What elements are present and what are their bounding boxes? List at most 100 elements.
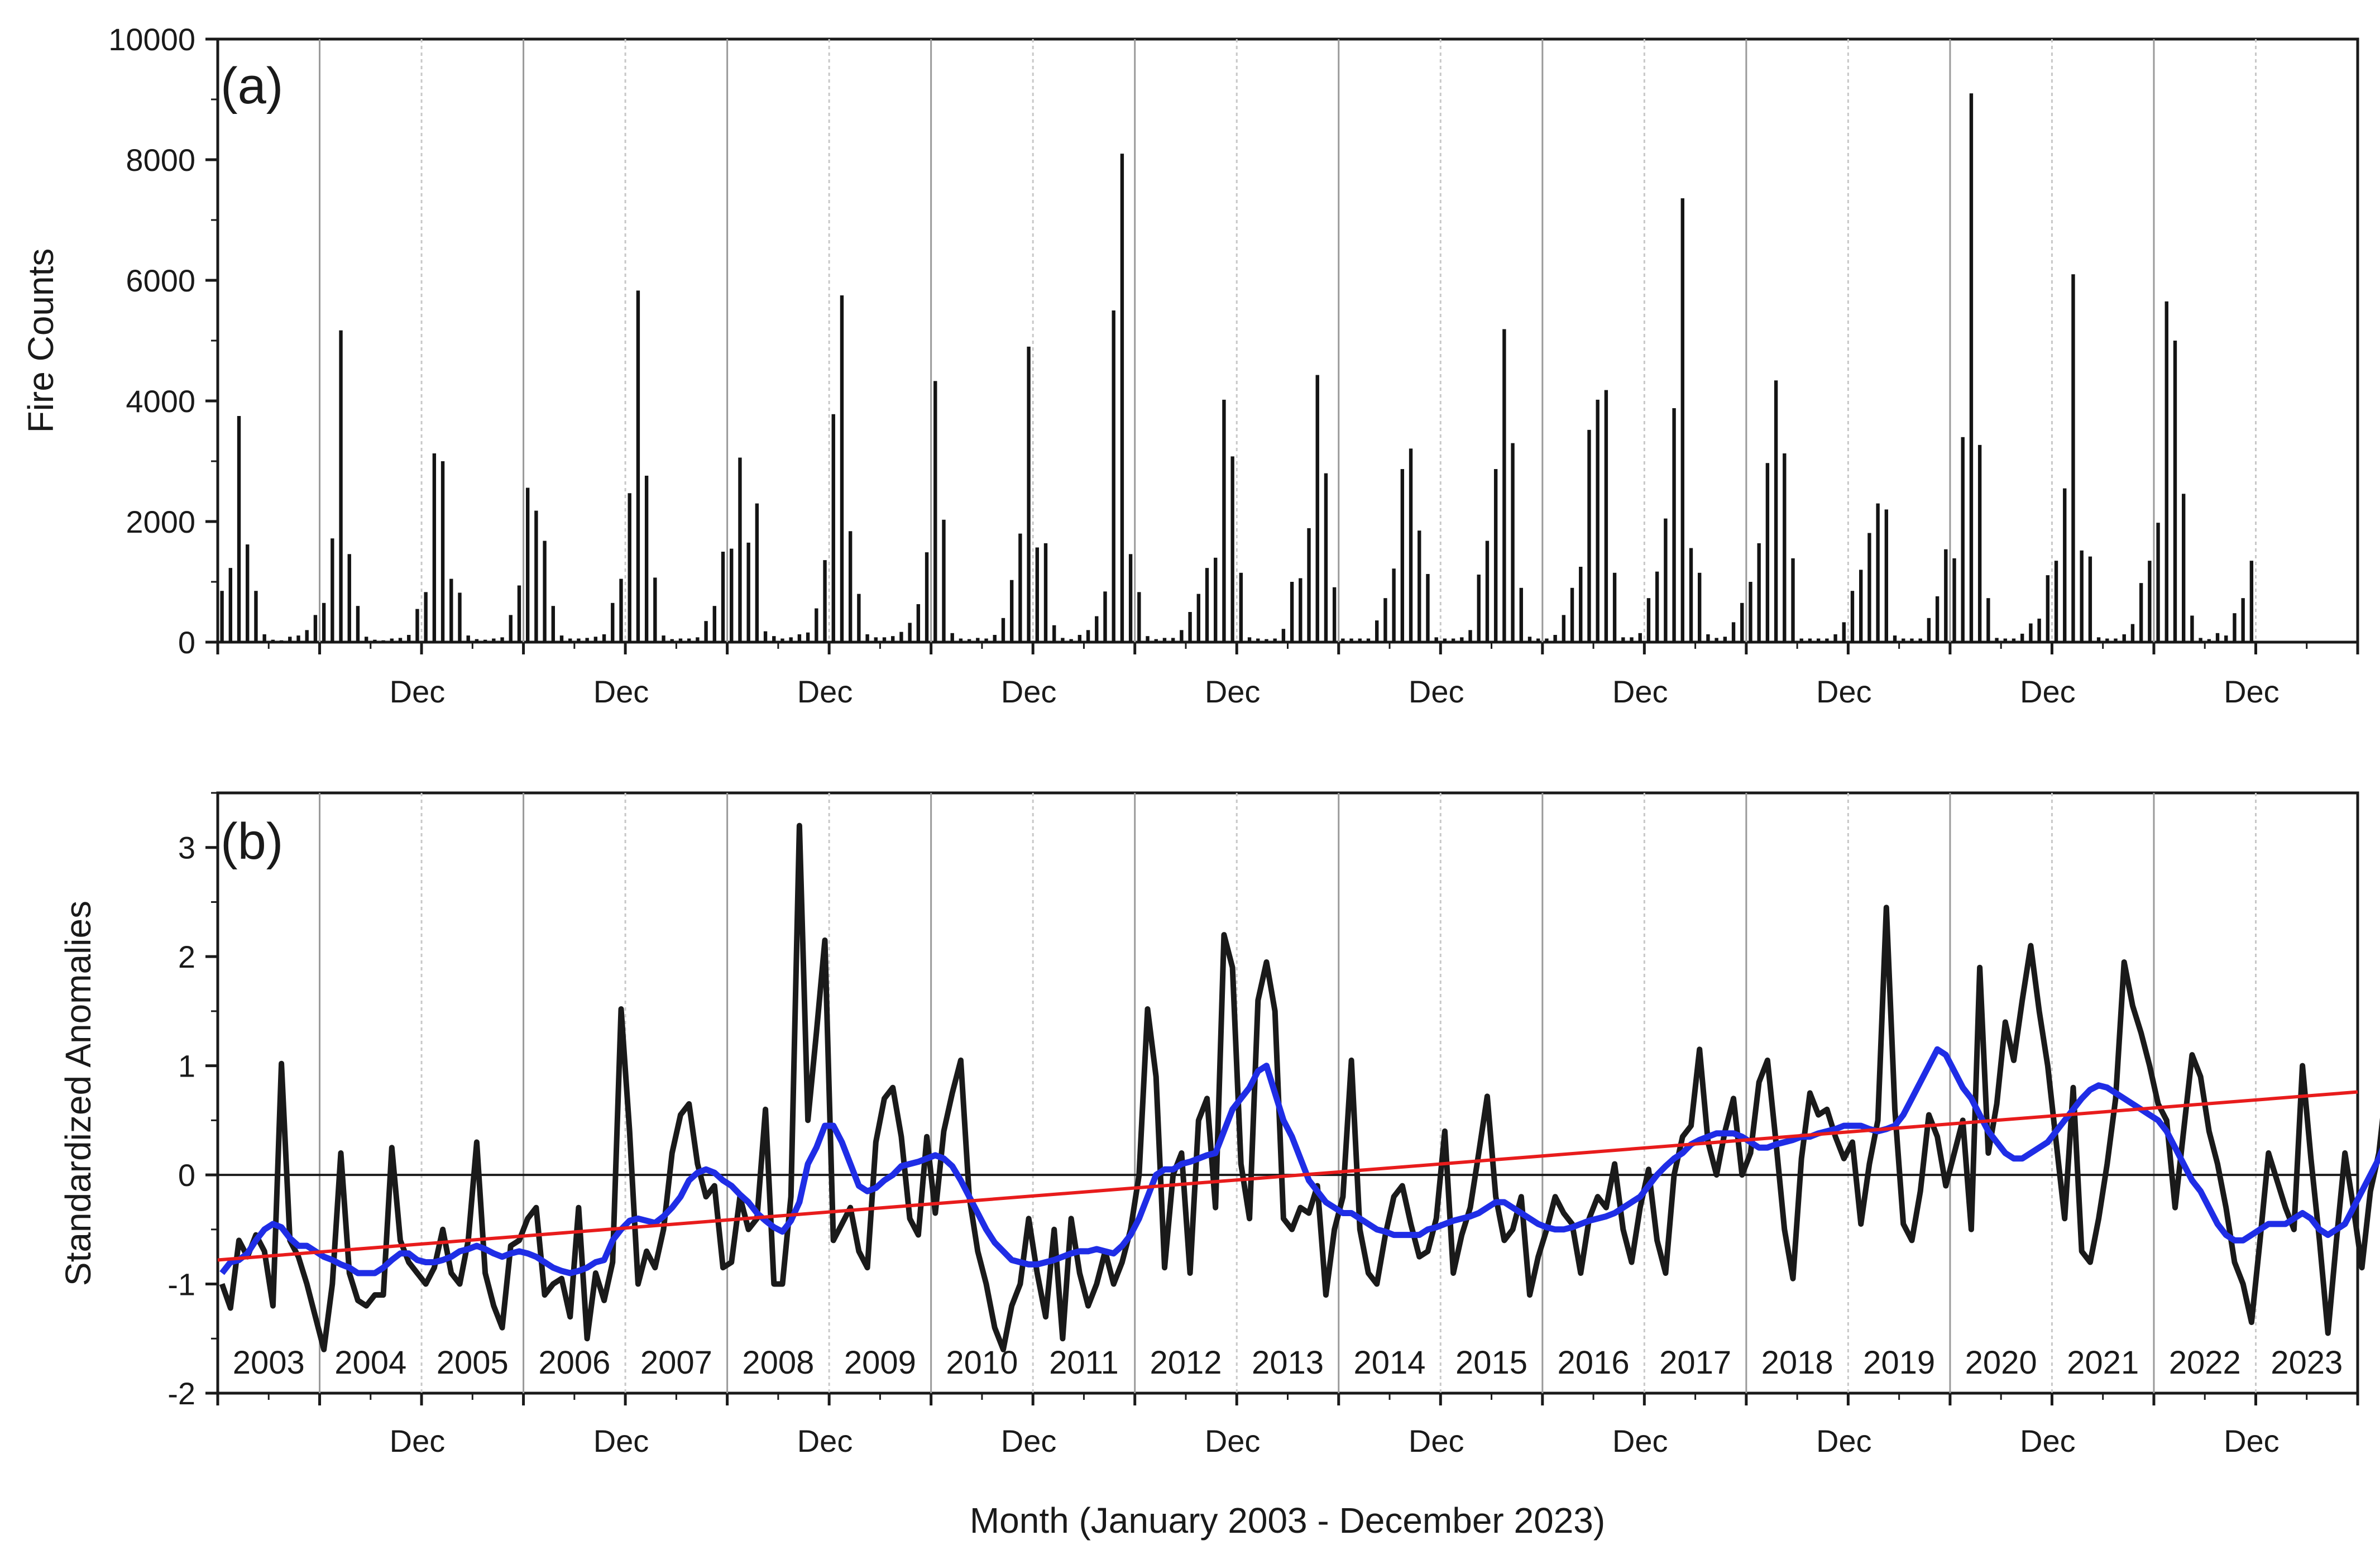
bar <box>730 548 734 642</box>
panel-a-axes: Dec Dec Dec Dec Dec Dec Dec Dec Dec Dec 0 2000 4000 6… <box>108 22 2359 709</box>
panel-a-y-tick-label: 2000 <box>126 504 195 539</box>
bar <box>1069 639 1073 642</box>
bar <box>1341 638 1345 642</box>
bar <box>1689 548 1693 642</box>
panel-b-frame <box>216 791 2359 1395</box>
bar <box>1562 615 1566 642</box>
bar <box>1214 557 1218 642</box>
bar <box>2181 494 2186 642</box>
bar <box>1299 578 1302 642</box>
bar <box>746 542 750 642</box>
bar <box>1816 638 1821 642</box>
bar <box>696 637 700 642</box>
bar <box>1400 469 1405 642</box>
bar <box>1027 346 1031 642</box>
bar <box>500 637 504 642</box>
bar <box>1239 572 1243 642</box>
bar <box>1409 448 1413 642</box>
bar <box>1052 625 1056 642</box>
bar <box>662 635 665 642</box>
bar <box>1137 592 1141 642</box>
bar <box>585 638 589 642</box>
bar <box>644 475 649 642</box>
panel-b-y-tick-label: 3 <box>178 830 195 865</box>
panel-a-y-tick-label: 10000 <box>108 22 195 57</box>
bar <box>1612 572 1617 642</box>
panel-b-y-tick-label: 1 <box>178 1049 195 1084</box>
bar <box>313 615 318 642</box>
bar <box>509 615 513 642</box>
bar <box>1247 637 1252 642</box>
bar <box>262 634 266 642</box>
panel-a-y-axis-title: Fire Counts <box>21 248 61 433</box>
panel-a-gridlines <box>319 39 2257 642</box>
bar <box>882 637 887 642</box>
bar <box>797 634 802 642</box>
year-label: 2006 <box>538 1345 610 1381</box>
bar <box>543 541 547 642</box>
bar <box>1502 329 1506 642</box>
bar <box>755 503 759 642</box>
bar <box>823 560 827 642</box>
bar <box>1646 598 1651 642</box>
bar <box>1154 639 1158 642</box>
bar <box>1927 618 1931 642</box>
bar <box>1672 408 1676 642</box>
bar <box>2249 561 2254 642</box>
bar <box>1171 638 1175 642</box>
bar <box>1884 509 1889 642</box>
bar <box>976 638 980 642</box>
bar <box>1893 635 1897 642</box>
bar <box>424 592 428 642</box>
bar <box>2054 561 2058 642</box>
bar <box>2199 638 2202 642</box>
panel-a-y-tick-label: 0 <box>178 625 195 660</box>
bar <box>1910 638 1914 642</box>
year-label: 2010 <box>946 1345 1018 1381</box>
bar <box>967 639 971 642</box>
panel-b-gridlines <box>319 793 2257 1393</box>
bar <box>1664 518 1668 642</box>
panel-b-axes: Dec Dec Dec Dec Dec Dec Dec Dec Dec Dec -2 -1 0 1 2 3 <box>167 792 2359 1458</box>
bar <box>2215 633 2220 642</box>
anomaly-series-line <box>219 822 2380 1352</box>
bar <box>228 568 233 642</box>
bar <box>220 591 224 642</box>
bar <box>950 633 954 642</box>
bar <box>1944 549 1948 642</box>
bar <box>2164 301 2168 642</box>
year-label: 2004 <box>334 1345 406 1381</box>
bar <box>1995 638 1999 642</box>
bar <box>254 591 258 642</box>
bar <box>458 592 462 642</box>
bar <box>1833 634 1837 642</box>
bar <box>2046 575 2050 642</box>
bar <box>1230 456 1234 642</box>
year-label: 2020 <box>1965 1345 2037 1381</box>
panel-a-x-tick-label: Dec <box>390 674 446 709</box>
panel-a-y-tick-label: 6000 <box>126 263 195 298</box>
bar <box>1086 630 1090 642</box>
panel-b-x-tick-label: Dec <box>1001 1423 1057 1458</box>
panel-b-y-tick-label: -2 <box>167 1376 195 1411</box>
bar <box>339 330 343 642</box>
bar <box>1418 530 1421 642</box>
year-label: 2013 <box>1252 1345 1324 1381</box>
bar <box>449 578 453 642</box>
bar <box>1180 630 1184 642</box>
panel-a-fire-counts: Dec Dec Dec Dec Dec Dec Dec Dec Dec Dec 0 2000 4000 6… <box>21 22 2359 709</box>
panel-b-x-tick-label: Dec <box>593 1423 649 1458</box>
panel-b-x-tick-label: Dec <box>1816 1423 1872 1458</box>
bar <box>1434 637 1438 642</box>
bar <box>2114 638 2118 642</box>
bar <box>687 638 691 642</box>
bar <box>517 585 521 642</box>
bar <box>1366 638 1371 642</box>
bar <box>483 639 487 642</box>
bar <box>2029 623 2033 642</box>
bar <box>1358 638 1362 642</box>
bar <box>1791 558 1795 642</box>
bar <box>1443 638 1447 642</box>
bar <box>398 638 403 642</box>
panel-a-bars <box>220 93 2254 642</box>
